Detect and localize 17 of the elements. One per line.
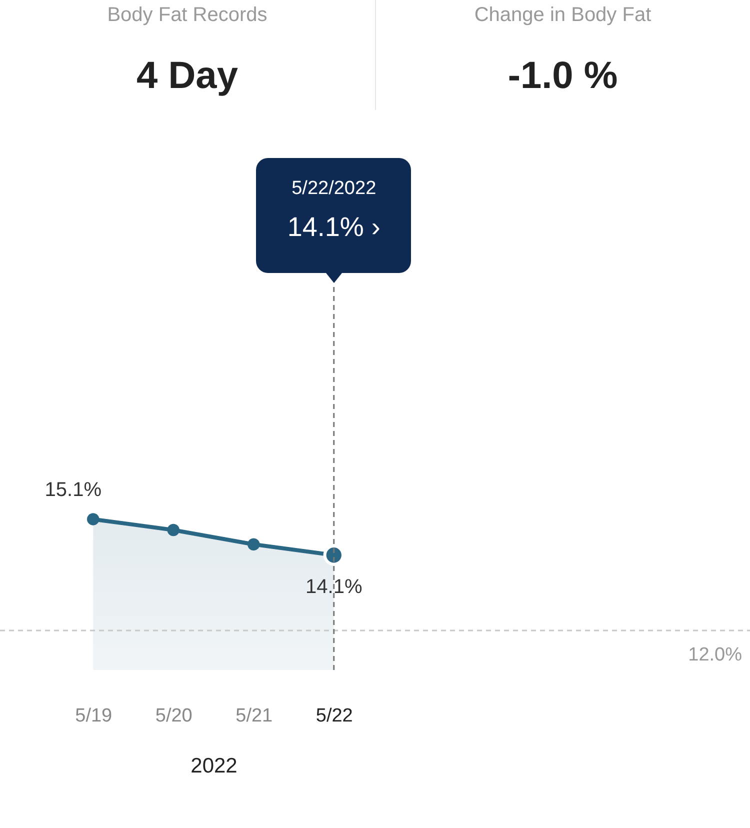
- x-tick-label: 5/19: [75, 706, 112, 726]
- data-label: 15.1%: [44, 479, 102, 502]
- data-label: 14.1%: [306, 576, 362, 598]
- text: Change in Body Fat: [473, 4, 652, 27]
- x-tick-label: 5/21: [236, 706, 273, 726]
- point: [167, 524, 180, 536]
- point: [248, 538, 260, 550]
- point: [87, 513, 100, 526]
- ref-line-label: 12.0%: [688, 644, 742, 666]
- annotation: 5/22/2022: [290, 178, 378, 200]
- x-axis-title: 2022: [190, 754, 238, 778]
- annotation: 14.1% ›: [286, 212, 382, 243]
- x-tick-label: 5/22: [316, 706, 353, 726]
- text: Body Fat Records: [106, 4, 268, 27]
- x-tick-label: 5/20: [155, 706, 192, 726]
- text: -1.0 %: [506, 55, 619, 98]
- text: 4 Day: [136, 55, 239, 98]
